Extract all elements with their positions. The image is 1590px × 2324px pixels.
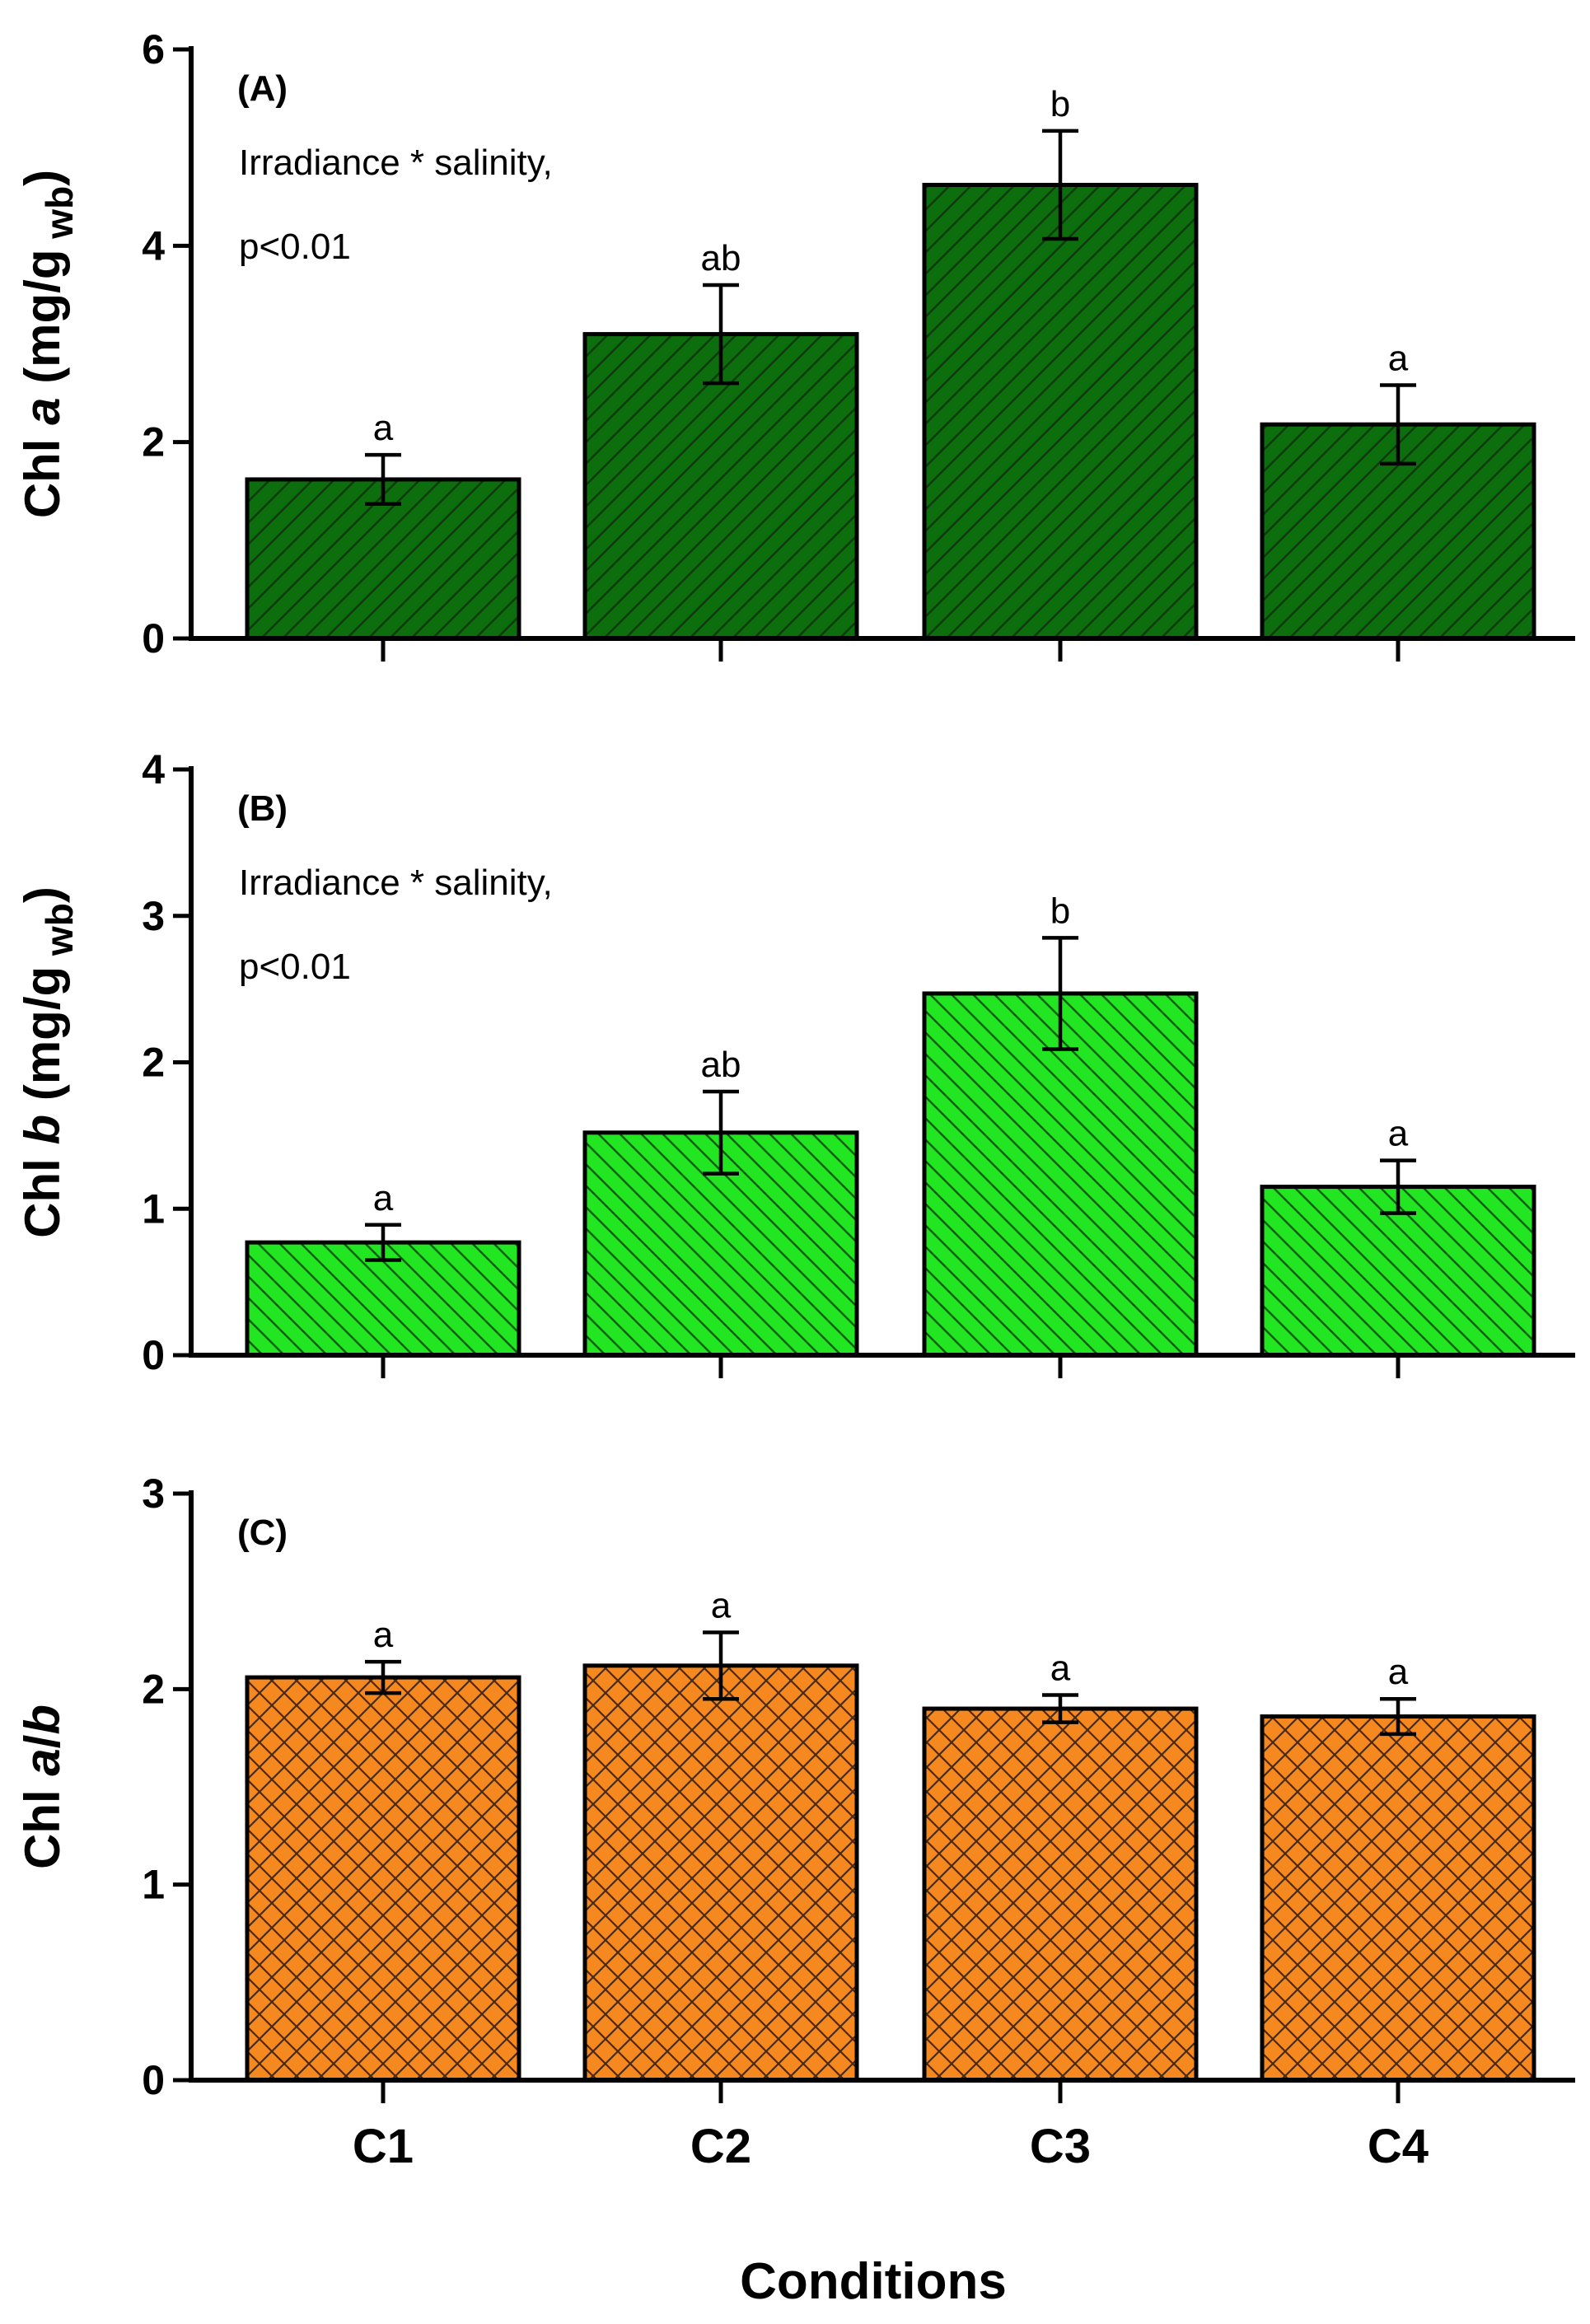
- bar: [1260, 1714, 1536, 2083]
- annotation-line2: p<0.01: [239, 227, 351, 267]
- significance-label: a: [1388, 1652, 1409, 1692]
- y-axis-label-prefix: Chl: [15, 1776, 70, 1869]
- significance-label: b: [1050, 84, 1070, 124]
- significance-label: a: [711, 1586, 732, 1626]
- panel-label: (B): [237, 788, 288, 829]
- x-axis-label: Conditions: [740, 2253, 1007, 2310]
- y-axis-label-subscript: wb: [38, 186, 81, 250]
- y-tick-label: 0: [142, 2057, 165, 2103]
- bar: [245, 477, 521, 641]
- significance-label: a: [1388, 339, 1409, 379]
- significance-label: a: [373, 1178, 394, 1218]
- significance-label: a: [373, 408, 394, 448]
- panel-2: a ab b a 0 1 2 3 4 (B) Irradiance * salinity, p<0.0…: [15, 746, 1575, 1378]
- y-tick-label: 2: [142, 419, 165, 465]
- y-tick-label: 0: [142, 615, 165, 662]
- panel-label: (A): [237, 68, 288, 109]
- significance-label: a: [1388, 1114, 1409, 1154]
- y-axis-label-prefix: Chl: [15, 425, 70, 518]
- y-tick-label: 3: [142, 893, 165, 939]
- y-tick-label: 1: [142, 1185, 165, 1232]
- y-tick-label: 4: [142, 222, 165, 269]
- significance-label: ab: [701, 238, 741, 278]
- panel-label: (C): [237, 1513, 288, 1553]
- x-tick-label: C1: [353, 2120, 414, 2173]
- annotation-line1: Irradiance * salinity,: [239, 863, 553, 903]
- y-tick-label: 0: [142, 1332, 165, 1378]
- y-tick-label: 6: [142, 26, 165, 72]
- panel-1: a ab b a 0 2 4 6 (A) Irradiance * salinity, p<0.01…: [15, 26, 1575, 662]
- y-axis-label-italic2: b: [15, 1704, 70, 1735]
- y-axis-label-close: ): [15, 170, 70, 186]
- bar: [922, 1706, 1199, 2083]
- y-axis-label-italic: a: [15, 1748, 70, 1775]
- y-axis-label-unit: (mg/g: [15, 249, 70, 397]
- y-axis-label-prefix: Chl: [15, 1144, 70, 1237]
- x-tick-label: C3: [1030, 2120, 1091, 2173]
- y-axis-label-subscript: wb: [38, 903, 81, 966]
- annotation-line1: Irradiance * salinity,: [239, 143, 553, 183]
- y-axis-label-unit: /: [15, 1734, 70, 1748]
- y-tick-label: 3: [142, 1471, 165, 1517]
- bar: [582, 1663, 859, 2083]
- bar: [922, 182, 1199, 641]
- x-tick-label: C4: [1368, 2120, 1429, 2173]
- y-axis-label: Chl a/b: [15, 1704, 70, 1869]
- y-tick-label: 4: [142, 746, 165, 793]
- y-tick-label: 2: [142, 1666, 165, 1712]
- y-axis-label-unit: (mg/g: [15, 966, 70, 1115]
- y-axis-label: Chl a (mg/g wb): [15, 170, 81, 518]
- annotation-line2: p<0.01: [239, 947, 351, 987]
- significance-label: b: [1050, 891, 1070, 931]
- y-tick-label: 2: [142, 1040, 165, 1086]
- bar: [245, 1675, 521, 2083]
- x-tick-label: C2: [690, 2120, 751, 2173]
- significance-label: a: [1050, 1648, 1071, 1688]
- y-tick-label: 1: [142, 1862, 165, 1908]
- significance-label: a: [373, 1615, 394, 1655]
- y-axis-label-italic: a: [15, 397, 70, 424]
- y-axis-label-italic: b: [15, 1115, 70, 1145]
- significance-label: ab: [701, 1045, 741, 1085]
- y-axis-label: Chl b (mg/g wb): [15, 886, 81, 1238]
- y-axis-label-close: ): [15, 886, 70, 903]
